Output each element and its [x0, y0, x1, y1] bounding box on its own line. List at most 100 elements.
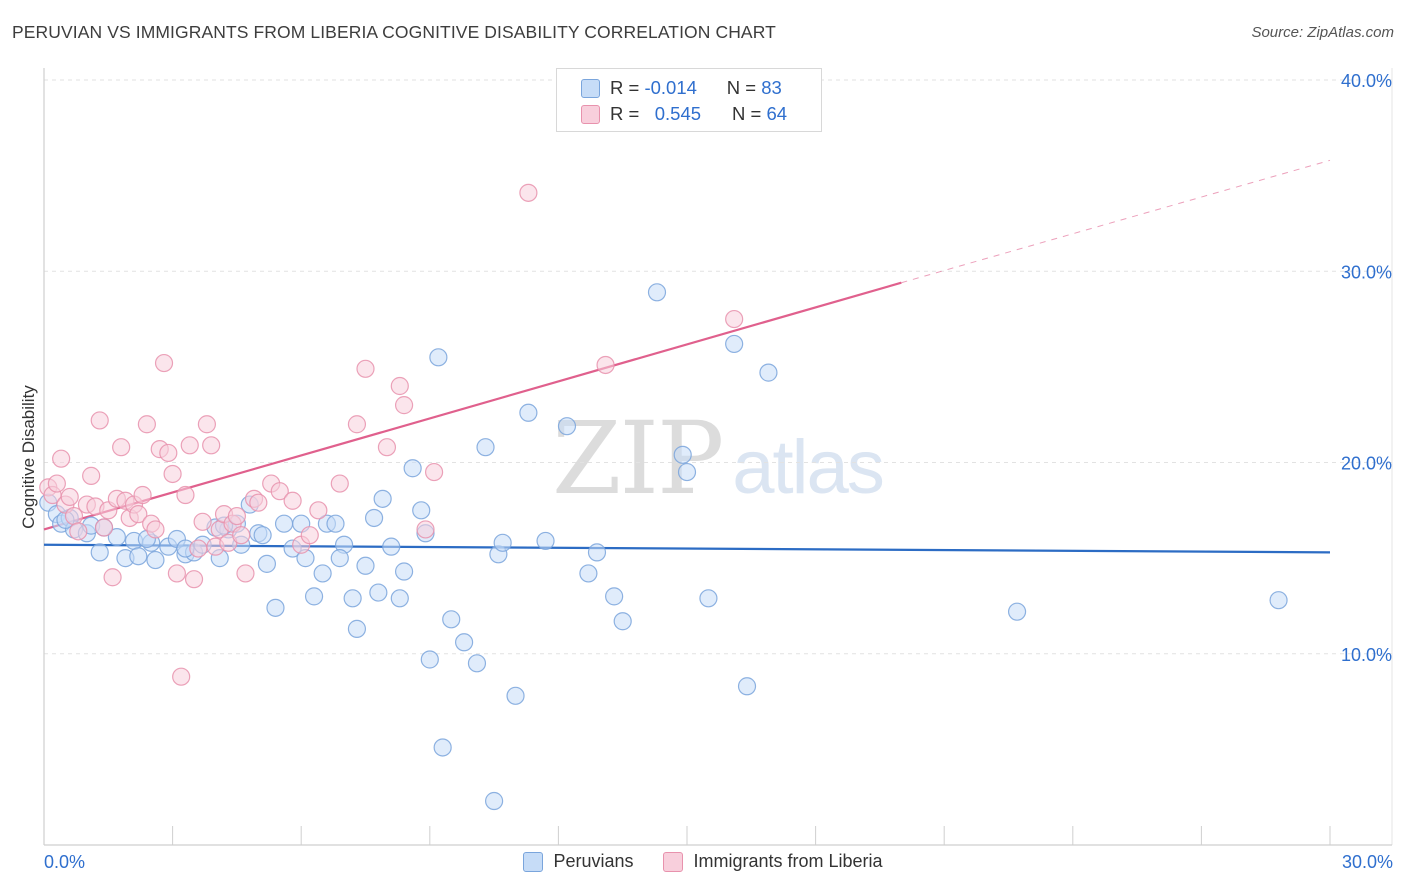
point-peruvians — [373, 489, 392, 508]
stats-swatch-peruvians — [581, 78, 600, 98]
point-liberia — [189, 539, 208, 558]
point-liberia — [90, 411, 109, 430]
legend-item-liberia[interactable]: Immigrants from Liberia — [663, 851, 883, 872]
point-peruvians — [90, 543, 109, 562]
point-peruvians — [403, 459, 422, 478]
r-value: 0.545 — [654, 103, 702, 124]
point-peruvians — [266, 598, 285, 617]
point-peruvians — [369, 583, 388, 602]
point-peruvians — [420, 650, 439, 669]
legend-item-peruvians[interactable]: Peruvians — [523, 851, 633, 872]
point-peruvians — [356, 556, 375, 575]
legend-swatch-liberia — [663, 851, 684, 872]
point-liberia — [347, 415, 367, 434]
point-peruvians — [557, 417, 577, 436]
point-liberia — [180, 436, 199, 455]
y-tick-label: 30.0% — [1341, 262, 1392, 282]
n-label: N = — [732, 103, 762, 124]
point-liberia — [377, 438, 397, 457]
point-liberia — [103, 568, 122, 587]
point-peruvians — [107, 527, 126, 547]
source-label: Source: ZipAtlas.com — [1251, 24, 1394, 41]
stats-legend: R = -0.014 N = 83 R = 0.545 N = 64 — [556, 68, 822, 132]
point-liberia — [300, 526, 319, 545]
point-peruvians — [390, 589, 409, 608]
point-peruvians — [506, 686, 525, 705]
point-liberia — [283, 491, 302, 510]
point-peruvians — [364, 508, 384, 528]
n-label: N = — [726, 77, 757, 98]
point-liberia — [202, 436, 221, 455]
point-peruvians — [313, 564, 332, 583]
r-label: R = — [610, 103, 640, 124]
point-liberia — [60, 487, 79, 507]
point-liberia — [236, 564, 255, 583]
point-peruvians — [394, 562, 414, 581]
point-liberia — [249, 493, 268, 512]
point-peruvians — [737, 677, 757, 696]
y-axis-label: Cognitive Disability — [19, 385, 38, 529]
point-liberia — [356, 359, 375, 378]
y-tick-label: 20.0% — [1341, 454, 1392, 474]
point-peruvians — [330, 549, 349, 568]
point-liberia — [184, 570, 204, 589]
point-peruvians — [677, 462, 697, 482]
point-liberia — [176, 485, 195, 505]
point-peruvians — [429, 348, 448, 367]
point-peruvians — [326, 514, 345, 533]
r-value: -0.014 — [644, 77, 697, 98]
point-peruvians — [519, 403, 538, 422]
point-liberia — [167, 564, 186, 583]
point-liberia — [129, 505, 148, 524]
legend-swatch-peruvians — [523, 851, 544, 872]
trend-lines — [43, 159, 1331, 554]
point-liberia — [725, 309, 744, 329]
point-liberia — [163, 464, 182, 484]
point-peruvians — [433, 738, 452, 757]
point-liberia — [416, 520, 435, 539]
point-liberia — [424, 462, 444, 482]
point-liberia — [394, 396, 414, 415]
point-liberia — [309, 501, 328, 520]
point-peruvians — [1007, 602, 1027, 621]
point-liberia — [270, 482, 289, 501]
point-liberia — [390, 376, 409, 396]
point-liberia — [47, 474, 66, 493]
point-peruvians — [382, 537, 401, 556]
point-liberia — [172, 667, 191, 686]
r-label: R = — [610, 77, 640, 98]
data-points — [39, 183, 1288, 811]
point-peruvians — [129, 547, 148, 566]
point-peruvians — [442, 610, 461, 629]
point-liberia — [330, 474, 349, 493]
watermark-zip: ZIP — [552, 400, 724, 517]
x-tick-label: 0.0% — [44, 852, 85, 872]
point-liberia — [146, 520, 165, 539]
n-value: 64 — [766, 103, 788, 124]
point-peruvians — [647, 283, 667, 302]
tick-labels: 10.0% 20.0% 30.0% 40.0% 0.0% 30.0% — [44, 71, 1393, 872]
point-peruvians — [536, 531, 555, 551]
point-peruvians — [673, 445, 692, 464]
point-liberia — [82, 466, 101, 485]
point-liberia — [596, 355, 615, 375]
point-peruvians — [412, 501, 431, 520]
point-liberia — [154, 353, 174, 373]
legend-label-liberia: Immigrants from Liberia — [693, 851, 883, 871]
point-peruvians — [605, 587, 624, 606]
stats-row-liberia: R = 0.545 N = 64 — [581, 101, 787, 127]
point-peruvians — [493, 533, 512, 552]
point-peruvians — [579, 564, 598, 583]
watermark-atlas: atlas — [732, 425, 885, 510]
point-liberia — [69, 522, 88, 541]
gridlines — [44, 68, 1393, 845]
y-tick-label: 40.0% — [1341, 71, 1392, 91]
point-peruvians — [587, 543, 607, 562]
point-liberia — [52, 449, 71, 468]
axes — [43, 68, 1392, 846]
n-value: 83 — [761, 77, 782, 98]
point-peruvians — [699, 589, 718, 608]
point-peruvians — [146, 550, 165, 570]
point-liberia — [159, 443, 178, 463]
point-peruvians — [485, 791, 504, 811]
